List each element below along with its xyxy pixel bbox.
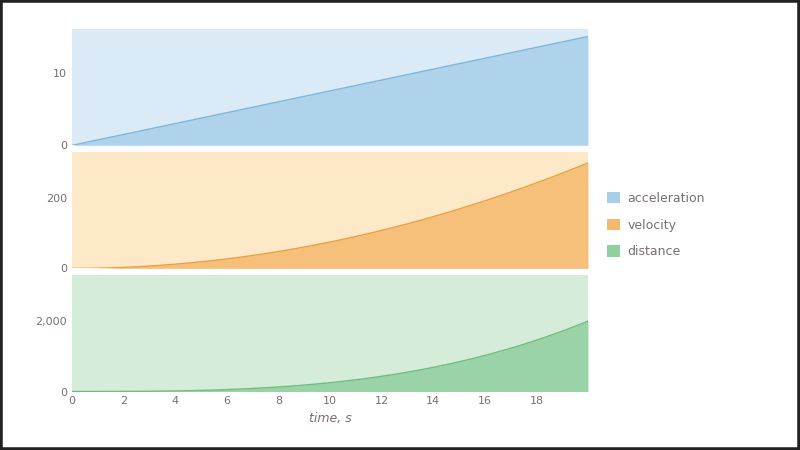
Legend: acceleration, velocity, distance: acceleration, velocity, distance [602, 187, 710, 263]
X-axis label: time, s: time, s [309, 412, 351, 425]
